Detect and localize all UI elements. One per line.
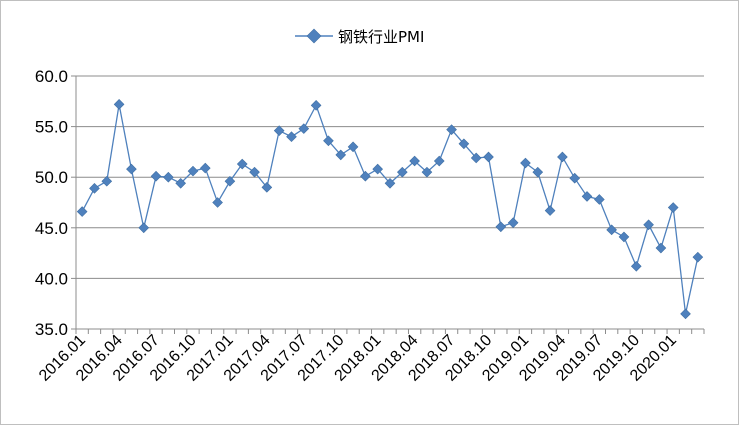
data-point-2019.09 bbox=[618, 231, 630, 243]
data-point-2017.04 bbox=[261, 182, 273, 193]
data-point-2018.10 bbox=[483, 151, 494, 163]
data-point-2019.10 bbox=[630, 260, 642, 272]
data-point-2016.09 bbox=[175, 177, 186, 189]
data-point-2016.10 bbox=[187, 165, 199, 177]
data-point-2019.01 bbox=[520, 157, 531, 169]
data-point-2017.12 bbox=[360, 170, 371, 182]
data-point-2016.05 bbox=[126, 163, 137, 175]
data-point-2016.08 bbox=[163, 171, 174, 183]
data-point-2018.05 bbox=[421, 166, 433, 178]
y-tick-label-60.0: 60.0 bbox=[35, 67, 68, 86]
data-point-2020.01 bbox=[667, 202, 679, 213]
data-point-2018.03 bbox=[397, 166, 408, 178]
data-point-2016.01 bbox=[76, 206, 88, 217]
axes bbox=[71, 75, 705, 334]
data-point-2020.02 bbox=[680, 308, 691, 320]
data-point-2020.03 bbox=[692, 251, 704, 263]
data-point-2016.03 bbox=[101, 175, 113, 187]
legend: 钢铁行业PMI bbox=[295, 28, 424, 46]
data-point-2018.11 bbox=[495, 221, 507, 233]
data-point-2016.07 bbox=[150, 170, 162, 182]
gridlines bbox=[76, 75, 704, 279]
y-tick-labels: 60.0 55.0 50.0 45.0 40.0 35.0 bbox=[35, 67, 68, 339]
data-point-2018.04 bbox=[409, 155, 420, 167]
data-point-2018.01 bbox=[372, 163, 383, 175]
data-point-2017.07 bbox=[298, 123, 310, 134]
data-point-2016.06 bbox=[138, 222, 150, 234]
data-point-2016.11 bbox=[199, 162, 211, 174]
data-point-2016.02 bbox=[89, 183, 100, 194]
data-point-2018.09 bbox=[470, 152, 482, 164]
data-point-2017.09 bbox=[323, 135, 334, 147]
legend-marker bbox=[306, 28, 322, 44]
data-point-2019.03 bbox=[544, 205, 556, 216]
x-tick-labels: 2016.012016.042016.072016.102017.012017.… bbox=[36, 332, 680, 385]
data-point-2019.08 bbox=[606, 224, 617, 236]
data-point-2019.06 bbox=[581, 191, 593, 202]
y-tick-label-55.0: 55.0 bbox=[35, 118, 68, 137]
data-point-2018.02 bbox=[384, 177, 396, 189]
data-point-2018.12 bbox=[507, 217, 519, 229]
data-point-2019.05 bbox=[569, 172, 581, 184]
data-point-2019.04 bbox=[557, 151, 568, 163]
series-line bbox=[81, 103, 699, 314]
data-point-2018.06 bbox=[433, 155, 445, 167]
data-point-2017.05 bbox=[273, 125, 285, 136]
data-point-2019.12 bbox=[655, 242, 667, 254]
data-point-2017.11 bbox=[347, 141, 359, 153]
data-point-2017.02 bbox=[236, 158, 248, 170]
data-point-2017.08 bbox=[310, 100, 322, 111]
data-point-2017.10 bbox=[335, 149, 347, 161]
y-tick-label-35.0: 35.0 bbox=[35, 320, 68, 339]
data-point-2017.03 bbox=[249, 166, 260, 178]
data-point-2017.06 bbox=[286, 131, 297, 143]
y-tick-label-50.0: 50.0 bbox=[35, 168, 68, 187]
data-point-2018.07 bbox=[446, 124, 457, 135]
legend-label: 钢铁行业PMI bbox=[338, 28, 424, 46]
data-point-2016.04 bbox=[113, 99, 125, 110]
data-point-2019.07 bbox=[594, 194, 605, 205]
data-point-2019.11 bbox=[643, 219, 654, 231]
data-point-2016.12 bbox=[212, 197, 223, 208]
data-point-2017.01 bbox=[224, 175, 236, 187]
data-point-2018.08 bbox=[458, 138, 470, 150]
y-tick-label-45.0: 45.0 bbox=[35, 219, 68, 238]
data-point-2019.02 bbox=[532, 166, 544, 178]
y-tick-label-40.0: 40.0 bbox=[35, 269, 68, 288]
series-pmi bbox=[76, 99, 704, 320]
